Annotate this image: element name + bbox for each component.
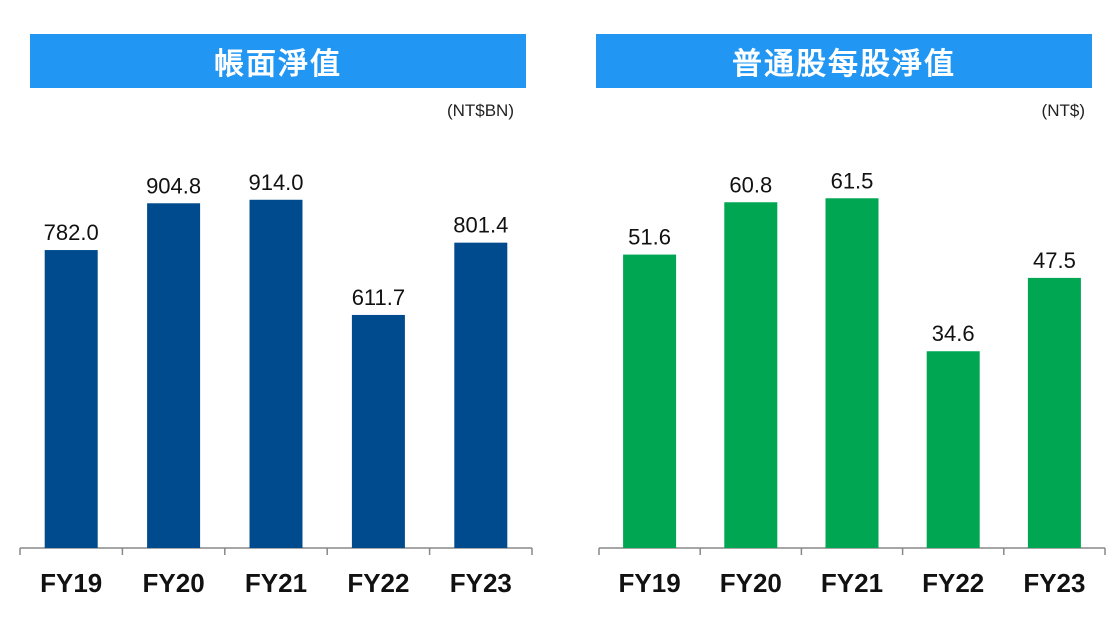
left-category-label-fy21: FY21 bbox=[245, 568, 307, 598]
left-category-label-fy23: FY23 bbox=[450, 568, 512, 598]
right-value-label-fy21: 61.5 bbox=[831, 168, 874, 193]
right-category-label-fy21: FY21 bbox=[821, 568, 883, 598]
left-bar-fy23 bbox=[454, 242, 508, 548]
right-bar-fy19 bbox=[623, 254, 677, 549]
right-bar-fy23 bbox=[1027, 277, 1081, 548]
right-chart-unit: (NT$) bbox=[1041, 101, 1085, 120]
right-bar-fy22 bbox=[926, 351, 980, 548]
right-category-label-fy22: FY22 bbox=[922, 568, 984, 598]
left-value-label-fy19: 782.0 bbox=[44, 220, 99, 245]
left-value-label-fy22: 611.7 bbox=[352, 285, 405, 310]
right-value-label-fy23: 47.5 bbox=[1033, 248, 1076, 273]
left-value-label-fy23: 801.4 bbox=[453, 213, 508, 238]
left-bar-fy20 bbox=[147, 203, 201, 549]
left-category-label-fy22: FY22 bbox=[347, 568, 409, 598]
right-chart-title: 普通股每股淨值 bbox=[732, 47, 956, 82]
left-bar-fy21 bbox=[249, 199, 303, 549]
right-value-label-fy22: 34.6 bbox=[932, 321, 975, 346]
left-chart-title-banner: 帳面淨值 bbox=[30, 34, 526, 88]
right-category-label-fy23: FY23 bbox=[1023, 568, 1085, 598]
left-value-label-fy20: 904.8 bbox=[146, 173, 201, 198]
left-value-label-fy21: 914.0 bbox=[248, 170, 303, 195]
right-category-label-fy20: FY20 bbox=[720, 568, 782, 598]
left-bar-fy22 bbox=[351, 314, 405, 548]
left-category-label-fy20: FY20 bbox=[143, 568, 205, 598]
left-chart-unit: (NT$BN) bbox=[446, 101, 514, 120]
right-category-label-fy19: FY19 bbox=[619, 568, 681, 598]
right-bar-fy20 bbox=[724, 202, 778, 548]
right-value-label-fy20: 60.8 bbox=[729, 172, 772, 197]
left-category-label-fy19: FY19 bbox=[40, 568, 102, 598]
right-bar-fy21 bbox=[825, 198, 879, 548]
left-chart-panel: 帳面淨值 (NT$BN) 782.0 FY19 904.8 FY20 914.0 FY21… bbox=[0, 0, 556, 617]
left-chart-title: 帳面淨值 bbox=[214, 47, 342, 82]
left-bar-fy19 bbox=[44, 250, 98, 549]
right-value-label-fy19: 51.6 bbox=[628, 225, 671, 250]
right-chart-title-banner: 普通股每股淨值 bbox=[596, 34, 1092, 88]
left-bar-chart: 782.0 FY19 904.8 FY20 914.0 FY21 611.7 FY22 801.… bbox=[19, 170, 533, 598]
